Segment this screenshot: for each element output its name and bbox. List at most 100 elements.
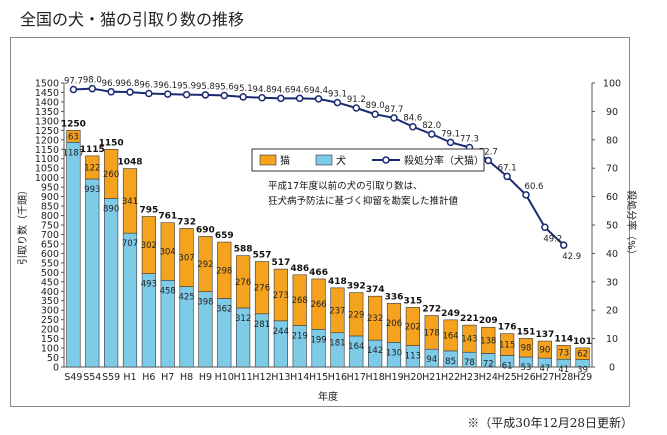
bar-label-dog: 890	[103, 204, 119, 214]
bar-total-label: 114	[554, 334, 573, 344]
rate-point	[314, 95, 323, 103]
bar-label-cat: 341	[122, 197, 138, 207]
bar-label-dog: 281	[254, 320, 270, 330]
y2-tick-label: 60	[606, 192, 618, 203]
bar-total-label: 418	[328, 277, 347, 287]
rate-label: 98.0	[83, 76, 102, 86]
bar-label-dog: 458	[160, 286, 176, 296]
rate-point	[239, 93, 247, 101]
bar-label-dog: 142	[367, 346, 383, 356]
bar-label-cat: 298	[216, 266, 232, 276]
y2-tick-label: 50	[606, 221, 618, 232]
x-tick-label: H18	[366, 372, 385, 383]
y2-tick-label: 90	[606, 107, 618, 118]
bar-total-label: 732	[177, 217, 196, 227]
bar-cat	[198, 236, 213, 292]
footnote: ※（平成30年12月28日更新）	[467, 416, 633, 430]
bar-label-cat: 276	[254, 284, 270, 294]
rate-label: 95.8	[196, 82, 215, 92]
x-tick-label: H24	[479, 372, 498, 383]
y2-tick-label: 10	[606, 334, 618, 345]
rate-label: 91.2	[347, 95, 366, 105]
bar-label-cat: 232	[367, 314, 383, 324]
bar-total-label: 588	[234, 245, 253, 255]
bar-total-label: 249	[441, 309, 460, 319]
bar-label-dog: 244	[273, 327, 289, 337]
bar-cat	[292, 274, 307, 326]
x-tick-label: S54	[83, 372, 101, 383]
bar-cat	[66, 130, 81, 143]
y2-tick-label: 70	[606, 164, 618, 175]
bar-cat	[349, 292, 364, 337]
rate-point	[427, 130, 436, 138]
rate-label: 96.9	[102, 79, 121, 89]
legend-label-cat: 猫	[280, 154, 290, 167]
bar-cat	[160, 222, 175, 281]
bar-cat	[537, 340, 552, 359]
x-tick-label: H9	[199, 372, 212, 383]
bar-label-dog: 164	[348, 342, 364, 352]
bar-label-dog: 130	[386, 348, 402, 358]
y2-tick-label: 40	[606, 249, 618, 260]
bar-cat	[556, 345, 571, 360]
bar-label-cat: 307	[178, 253, 194, 263]
bar-total-label: 336	[385, 292, 404, 302]
rate-label: 96.3	[139, 81, 158, 91]
bar-label-dog: 493	[141, 280, 157, 290]
rate-point	[88, 84, 97, 93]
rate-label: 95.6	[215, 82, 234, 92]
bar-label-cat: 122	[84, 163, 100, 173]
bar-label-cat: 229	[348, 310, 364, 320]
bar-total-label: 221	[460, 314, 479, 324]
rate-label: 42.9	[562, 252, 581, 262]
y-tick-label: 200	[41, 325, 59, 336]
y2-tick-label: 0	[609, 363, 615, 374]
x-tick-label: H15	[309, 372, 328, 383]
bar-cat	[386, 303, 402, 343]
bar-cat	[481, 326, 496, 354]
y-tick-label: 950	[41, 183, 59, 194]
y-tick-label: 1200	[35, 135, 59, 146]
bar-cat	[518, 338, 534, 358]
bar-label-dog: 53	[521, 363, 532, 373]
bar-cat	[500, 333, 515, 356]
bar-total-label: 392	[347, 282, 366, 292]
bar-total-label: 690	[196, 225, 215, 235]
bar-total-label: 137	[535, 330, 554, 340]
bar-total-label: 272	[422, 305, 441, 315]
rate-label: 67.1	[498, 163, 517, 173]
bar-label-cat: 164	[442, 331, 458, 341]
bar-total-label: 1250	[61, 119, 86, 129]
y-axis-label: 引取り数（千頭）	[16, 185, 29, 265]
y-tick-label: 100	[41, 344, 59, 355]
x-tick-label: H10	[215, 372, 234, 383]
y-tick-label: 350	[41, 296, 59, 307]
bar-dog	[122, 232, 138, 368]
bar-dog	[85, 178, 100, 368]
rate-label: 82.0	[422, 121, 441, 131]
bar-label-dog: 72	[483, 359, 494, 369]
bar-label-cat: 292	[197, 260, 213, 270]
x-tick-label: H1	[123, 372, 136, 383]
bar-label-dog: 312	[235, 314, 251, 324]
y-tick-label: 1000	[35, 173, 59, 184]
bar-total-label: 486	[290, 264, 309, 274]
rate-point	[484, 156, 493, 165]
x-axis-label: 年度	[318, 390, 338, 403]
bar-cat	[85, 155, 100, 180]
bar-label-dog: 398	[197, 298, 213, 308]
bar-label-cat: 237	[329, 306, 345, 316]
legend-swatch-cat	[259, 154, 277, 166]
rate-point	[295, 94, 304, 103]
bar-total-label: 101	[573, 337, 592, 347]
bar-label-dog: 113	[405, 352, 421, 362]
rate-label: 97.7	[64, 77, 83, 87]
bar-label-cat: 178	[424, 328, 440, 338]
bar-label-dog: 181	[329, 339, 345, 349]
y-tick-label: 600	[41, 249, 59, 260]
x-tick-label: H23	[460, 372, 479, 383]
y-tick-label: 500	[41, 268, 59, 279]
rate-point	[371, 110, 379, 118]
bar-label-cat: 276	[235, 278, 251, 288]
bar-label-dog: 425	[178, 293, 194, 303]
